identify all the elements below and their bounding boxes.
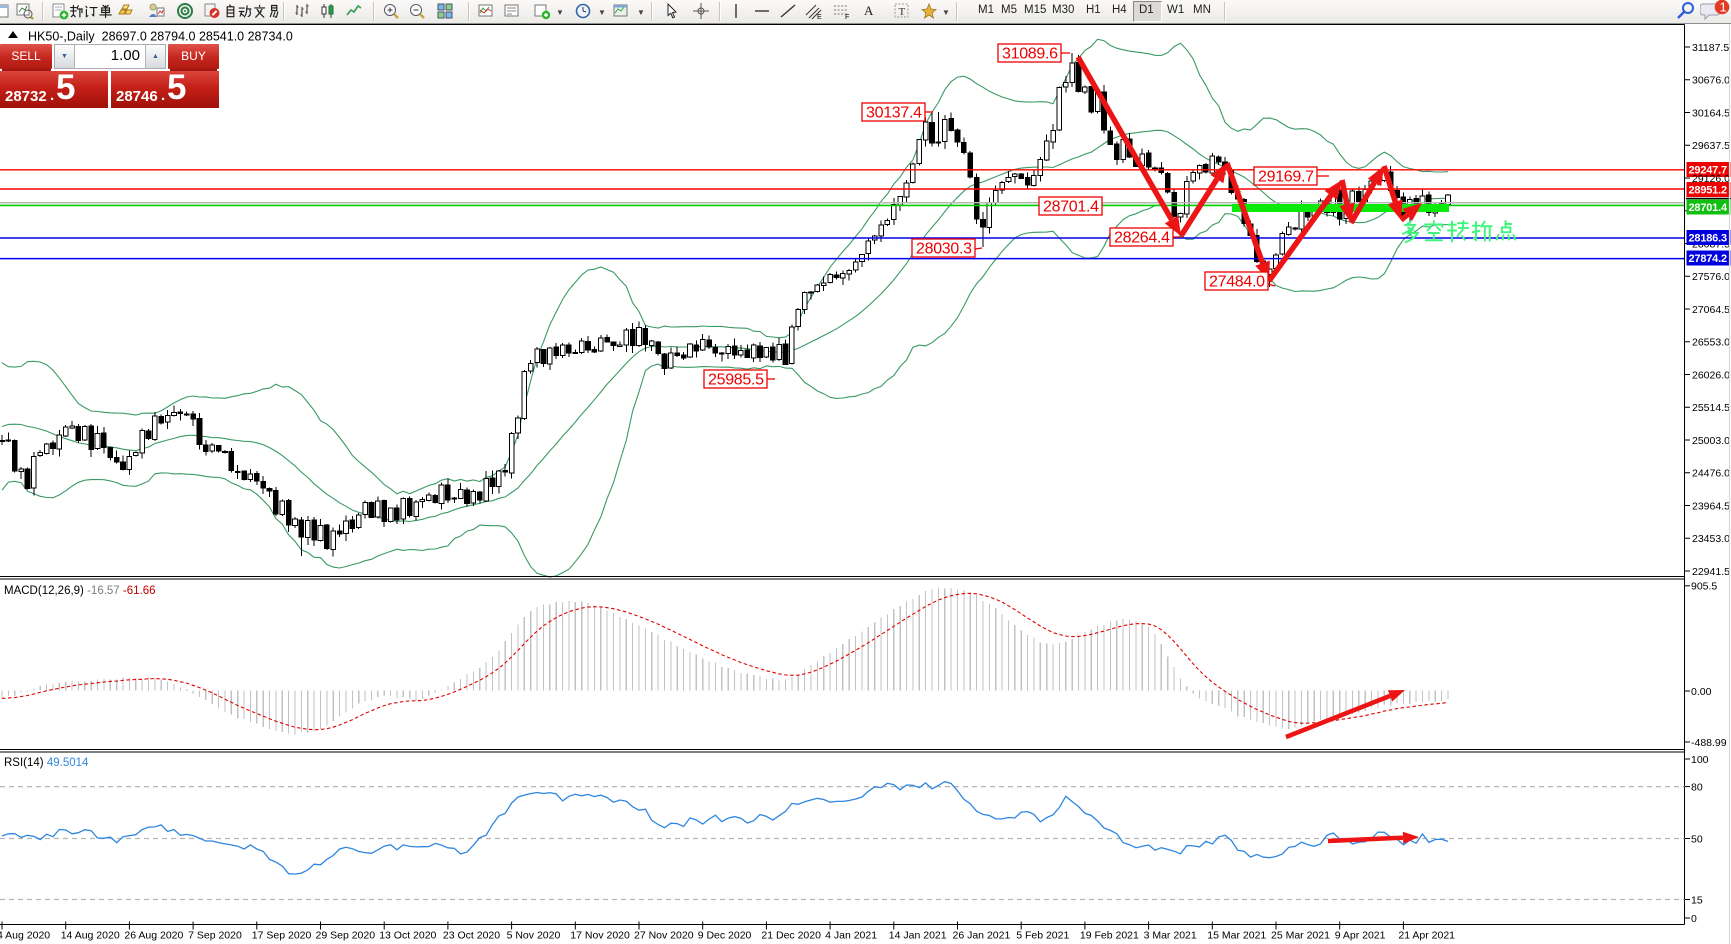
svg-text:23 Oct 2020: 23 Oct 2020 (443, 930, 500, 942)
svg-text:29169.7: 29169.7 (1258, 169, 1314, 186)
svg-text:30164.5: 30164.5 (1692, 107, 1730, 119)
svg-text:100: 100 (1691, 754, 1709, 766)
svg-text:29247.7: 29247.7 (1689, 165, 1727, 177)
svg-text:30676.0: 30676.0 (1692, 75, 1730, 87)
svg-text:24476.0: 24476.0 (1692, 468, 1730, 480)
svg-text:9 Apr 2021: 9 Apr 2021 (1335, 930, 1386, 942)
svg-text:E: E (817, 14, 822, 20)
svg-text:-488.99: -488.99 (1691, 737, 1727, 749)
svg-text:29126.0: 29126.0 (1692, 173, 1730, 185)
svg-text:15 Mar 2021: 15 Mar 2021 (1207, 930, 1266, 942)
svg-text:HK50-,Daily 28697.0 28794.0 2: HK50-,Daily 28697.0 28794.0 28541.0 2873… (28, 30, 293, 44)
svg-text:15: 15 (1691, 894, 1703, 906)
svg-text:5 Feb 2021: 5 Feb 2021 (1016, 930, 1069, 942)
svg-text:25 Mar 2021: 25 Mar 2021 (1271, 930, 1330, 942)
svg-text:28264.4: 28264.4 (1114, 230, 1170, 247)
svg-text:F: F (845, 14, 849, 20)
svg-text:27576.0: 27576.0 (1692, 271, 1730, 283)
svg-text:17 Sep 2020: 17 Sep 2020 (252, 930, 312, 942)
svg-text:29 Sep 2020: 29 Sep 2020 (316, 930, 376, 942)
svg-text:31089.6: 31089.6 (1002, 46, 1058, 63)
svg-text:905.5: 905.5 (1691, 581, 1717, 593)
svg-text:26553.0: 26553.0 (1692, 337, 1730, 349)
svg-text:25985.5: 25985.5 (708, 372, 764, 389)
svg-text:RSI(14) 49.5014: RSI(14) 49.5014 (4, 757, 89, 769)
svg-text:27874.2: 27874.2 (1689, 253, 1727, 265)
svg-text:26 Jan 2021: 26 Jan 2021 (953, 930, 1011, 942)
svg-text:23453.0: 23453.0 (1692, 533, 1730, 545)
svg-text:19 Feb 2021: 19 Feb 2021 (1080, 930, 1139, 942)
svg-text:21 Dec 2020: 21 Dec 2020 (761, 930, 821, 942)
svg-text:28030.3: 28030.3 (916, 241, 972, 258)
svg-text:5 Nov 2020: 5 Nov 2020 (507, 930, 561, 942)
svg-text:28186.3: 28186.3 (1689, 233, 1727, 245)
svg-text:4 Aug 2020: 4 Aug 2020 (0, 930, 50, 942)
svg-text:9 Dec 2020: 9 Dec 2020 (698, 930, 752, 942)
svg-text:3 Mar 2021: 3 Mar 2021 (1144, 930, 1197, 942)
svg-text:MACD(12,26,9) -16.57 -61.66: MACD(12,26,9) -16.57 -61.66 (4, 585, 156, 597)
svg-text:27 Nov 2020: 27 Nov 2020 (634, 930, 694, 942)
svg-text:T: T (899, 6, 906, 18)
svg-text:80: 80 (1691, 781, 1703, 793)
svg-text:17 Nov 2020: 17 Nov 2020 (570, 930, 630, 942)
svg-text:50: 50 (1691, 833, 1703, 845)
svg-text:30137.4: 30137.4 (866, 105, 922, 122)
svg-text:4 Jan 2021: 4 Jan 2021 (825, 930, 877, 942)
svg-text:25514.5: 25514.5 (1692, 402, 1730, 414)
svg-text:28701.4: 28701.4 (1043, 199, 1099, 216)
svg-text:23964.5: 23964.5 (1692, 500, 1730, 512)
svg-text:22941.5: 22941.5 (1692, 566, 1730, 578)
svg-text:27064.5: 27064.5 (1692, 304, 1730, 316)
svg-text:13 Oct 2020: 13 Oct 2020 (379, 930, 436, 942)
svg-text:29637.5: 29637.5 (1692, 140, 1730, 152)
svg-text:25003.0: 25003.0 (1692, 435, 1730, 447)
svg-text:14 Jan 2021: 14 Jan 2021 (889, 930, 947, 942)
svg-text:28701.4: 28701.4 (1689, 202, 1728, 214)
svg-text:7 Sep 2020: 7 Sep 2020 (188, 930, 242, 942)
svg-text:21 Apr 2021: 21 Apr 2021 (1398, 930, 1455, 942)
svg-text:1: 1 (1720, 0, 1727, 15)
svg-text:31187.5: 31187.5 (1692, 42, 1729, 54)
svg-text:0.00: 0.00 (1691, 686, 1712, 698)
svg-text:14 Aug 2020: 14 Aug 2020 (61, 930, 120, 942)
svg-text:0: 0 (1691, 913, 1697, 925)
svg-text:27484.0: 27484.0 (1209, 274, 1265, 291)
svg-text:26 Aug 2020: 26 Aug 2020 (124, 930, 183, 942)
svg-text:26026.0: 26026.0 (1692, 369, 1730, 381)
svg-text:28951.2: 28951.2 (1689, 185, 1727, 197)
